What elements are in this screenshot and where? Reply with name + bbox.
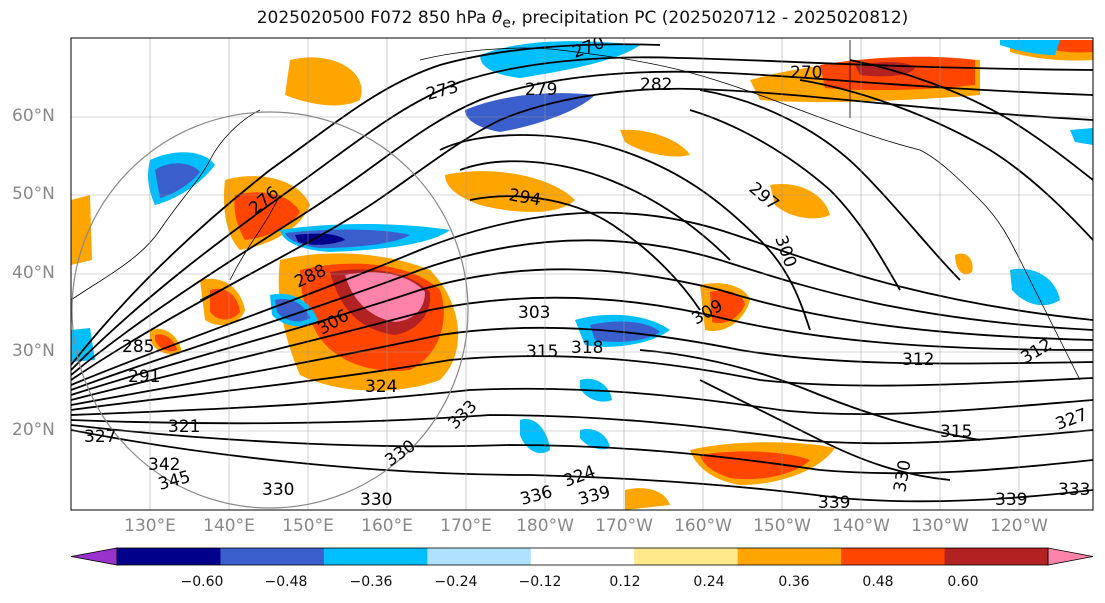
lat-label-20: 20°N [12, 420, 55, 440]
range-circle [71, 111, 469, 509]
colorbar-tick: −0.60 [180, 574, 224, 590]
contour-label: 285 [122, 337, 154, 357]
lon-label: 180°W [516, 516, 574, 536]
lon-label: 120°W [990, 516, 1048, 536]
colorbar-tick: 0.48 [862, 574, 894, 590]
lon-label: 150°W [753, 516, 811, 536]
contour-label: 324 [365, 377, 397, 397]
shade-red [155, 334, 177, 352]
contour-label: 312 [902, 350, 934, 370]
shade-blue [1000, 40, 1060, 55]
contour-label: 282 [640, 75, 672, 95]
shade-orange [71, 195, 92, 265]
contour-label: 330 [360, 490, 392, 510]
colorbar-tick: 0.60 [947, 574, 979, 590]
colorbar-tick: −0.12 [518, 574, 562, 590]
shade-orange [770, 184, 830, 219]
lat-label-60: 60°N [12, 106, 55, 126]
shade-royalblue [275, 298, 310, 322]
contour-label: 321 [168, 417, 200, 437]
lon-label: 160°W [674, 516, 732, 536]
colorbar-tick: 0.36 [778, 574, 810, 590]
contour-label: 315 [526, 342, 558, 362]
lat-label-30: 30°N [12, 341, 55, 361]
contour-label: 327 [84, 427, 116, 447]
lat-label-40: 40°N [12, 263, 55, 283]
shade-orange [625, 488, 670, 510]
contour-label: 339 [995, 490, 1027, 510]
shade-red [234, 192, 300, 240]
shade-orange [285, 57, 362, 106]
theta-e-contours [71, 43, 1093, 503]
contour-label: 279 [525, 80, 557, 100]
shade-blue [1070, 128, 1093, 145]
colorbar-tick: 0.12 [609, 574, 641, 590]
shade-red [710, 290, 745, 324]
coastlines [71, 40, 1081, 381]
shade-royalblue [155, 163, 200, 198]
shade-pink [345, 272, 425, 322]
lon-label: 130°W [911, 516, 969, 536]
graticule [71, 38, 1093, 510]
lon-label: 140°E [203, 516, 255, 536]
shade-orange [620, 129, 690, 157]
colorbar-tick: −0.48 [264, 574, 308, 590]
contour-label: 318 [571, 338, 603, 358]
lon-label: 170°W [595, 516, 653, 536]
lon-label: 170°E [440, 516, 492, 536]
colorbar-tick: −0.24 [434, 574, 478, 590]
shade-royalblue [465, 93, 595, 132]
lat-label-50: 50°N [12, 184, 55, 204]
shade-orange [445, 171, 575, 212]
theta-symbol: θ [491, 8, 503, 28]
contour-label: 342 [148, 455, 180, 475]
shade-red [210, 288, 240, 320]
shade-orange [955, 253, 973, 275]
contour-label: 315 [940, 422, 972, 442]
contour-label: 333 [1058, 480, 1090, 500]
lon-label: 130°E [124, 516, 176, 536]
colorbar-tick: 0.24 [693, 574, 725, 590]
contour-label: 270 [790, 63, 822, 83]
map-frame [70, 37, 1094, 511]
theta-subscript: e [502, 15, 511, 32]
contour-label: 330 [262, 480, 294, 500]
lon-label: 140°W [832, 516, 890, 536]
map-title: 2025020500 F072 850 hPa θe, precipitatio… [256, 8, 909, 32]
contour-label: 339 [818, 493, 850, 513]
contour-label: 291 [128, 367, 160, 387]
colorbar-tick: −0.36 [349, 574, 393, 590]
shade-blue [1010, 268, 1060, 306]
lon-label: 160°E [361, 516, 413, 536]
contour-label: 303 [518, 303, 550, 323]
shade-blue [580, 429, 610, 450]
lon-label: 150°E [282, 516, 334, 536]
